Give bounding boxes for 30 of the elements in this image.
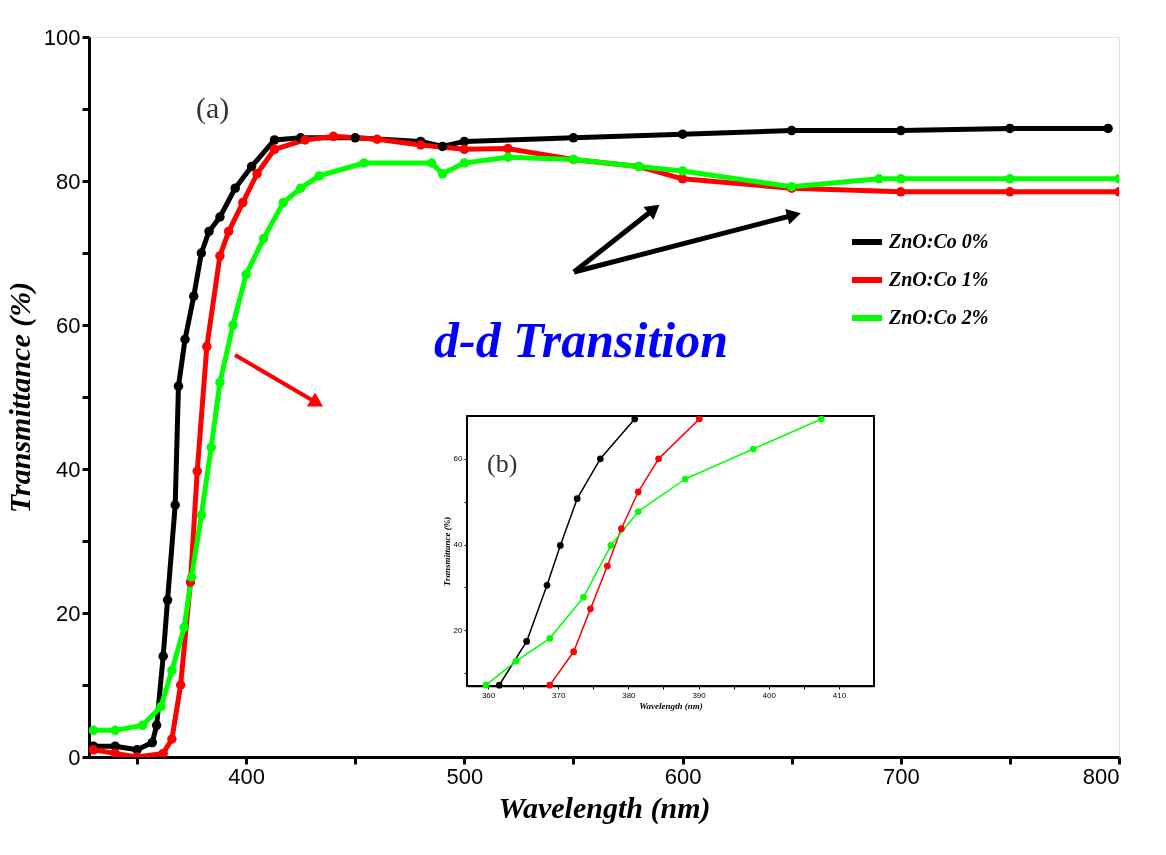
x-tick-label: 800 xyxy=(1082,763,1120,789)
x-tick-label: 370 xyxy=(552,690,566,700)
y-axis-title: Transmittance (%) xyxy=(441,516,452,587)
y-tick-label: 20 xyxy=(56,600,81,626)
y-tick-label: 100 xyxy=(43,24,81,50)
y-tick-label: 0 xyxy=(68,744,81,770)
x-tick-label: 600 xyxy=(664,763,702,789)
y-tick-label: 20 xyxy=(453,625,464,635)
annotation: (b) xyxy=(487,449,518,478)
x-axis-title: Wavelength (nm) xyxy=(639,700,703,711)
x-tick-label: 360 xyxy=(481,690,496,700)
y-tick-label: 60 xyxy=(453,454,464,464)
x-tick-label: 700 xyxy=(882,763,920,789)
x-tick-label: 390 xyxy=(692,690,707,700)
annotation: d-d Transition xyxy=(434,312,729,368)
x-tick-label: 400 xyxy=(762,690,777,700)
x-tick-label: 500 xyxy=(446,763,484,789)
x-tick-label: 400 xyxy=(228,763,265,789)
y-tick-label: 80 xyxy=(56,168,81,194)
y-tick-label: 60 xyxy=(56,312,81,338)
x-tick-label: 380 xyxy=(622,690,637,700)
annotation: (a) xyxy=(196,91,230,125)
y-tick-label: 40 xyxy=(453,540,464,550)
legend-label: ZnO:Co 1% xyxy=(888,268,989,290)
legend-label: ZnO:Co 2% xyxy=(888,306,989,328)
legend-label: ZnO:Co 0% xyxy=(888,230,989,252)
x-axis-title: Wavelength (nm) xyxy=(498,790,711,825)
y-tick-label: 40 xyxy=(56,456,81,482)
x-tick-label: 410 xyxy=(832,690,847,700)
y-axis-title: Transmittance (%) xyxy=(2,281,37,514)
